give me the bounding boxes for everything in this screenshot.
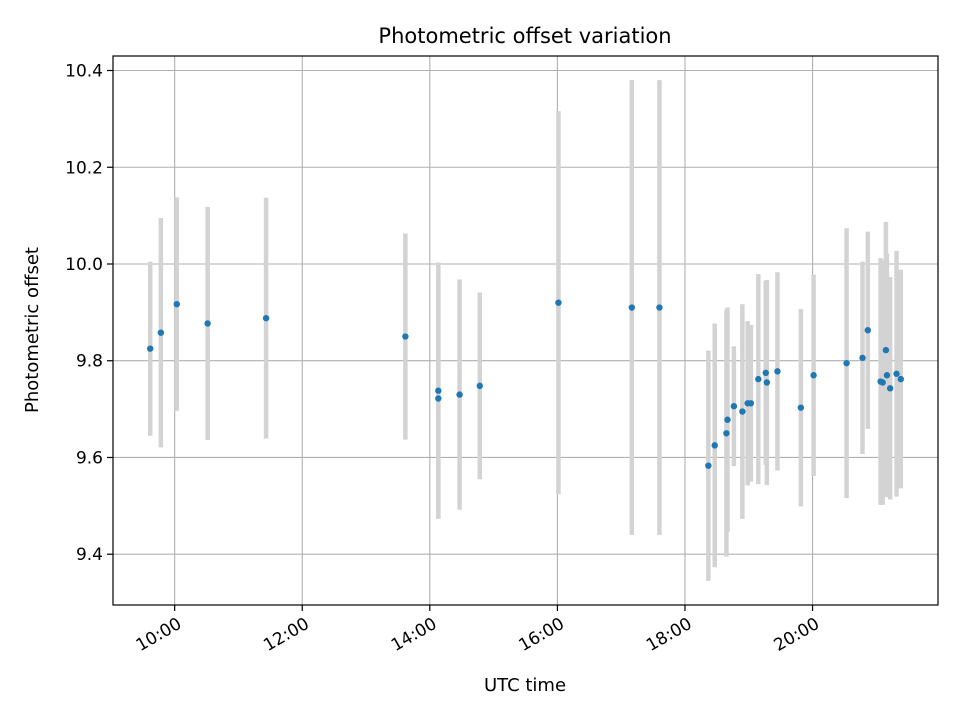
data-point <box>435 387 442 394</box>
x-axis-label: UTC time <box>484 675 566 696</box>
data-point <box>262 314 270 322</box>
data-point <box>456 391 463 398</box>
data-point <box>859 354 866 362</box>
y-tick-label: 10.4 <box>65 62 103 82</box>
data-point <box>739 408 746 415</box>
data-point <box>628 304 636 311</box>
data-point <box>897 375 904 383</box>
data-point <box>893 370 900 377</box>
data-point <box>864 327 872 334</box>
data-point <box>747 400 755 407</box>
y-tick-label: 9.8 <box>76 352 103 372</box>
data-points <box>147 299 904 469</box>
data-point <box>157 329 165 336</box>
data-point <box>705 462 712 469</box>
data-point <box>435 395 442 402</box>
data-point <box>402 333 409 340</box>
data-point <box>476 382 483 390</box>
data-point <box>797 404 805 411</box>
data-point <box>762 369 769 377</box>
data-point <box>883 372 891 379</box>
data-point <box>204 320 211 327</box>
y-axis-label: Photometric offset <box>22 247 43 413</box>
data-point <box>555 299 562 306</box>
data-point <box>810 372 817 379</box>
data-point <box>723 430 730 437</box>
y-tick-label: 9.4 <box>76 545 103 565</box>
y-axis-ticks: 9.4 9.6 9.8 10.0 10.2 10.4 <box>65 62 113 565</box>
y-tick-label: 10.2 <box>65 158 103 178</box>
data-point <box>656 304 663 311</box>
data-point <box>882 346 890 354</box>
y-tick-label: 10.0 <box>65 255 103 275</box>
data-point <box>879 379 886 386</box>
plot-frame <box>112 55 939 606</box>
data-point <box>886 385 894 392</box>
data-point <box>724 416 731 423</box>
grid-lines <box>113 56 938 605</box>
data-point <box>173 300 180 308</box>
chart-title: Photometric offset variation <box>378 24 671 48</box>
data-point <box>774 368 781 375</box>
data-point <box>730 402 738 410</box>
data-point <box>147 345 154 352</box>
data-point <box>843 359 850 367</box>
data-point <box>711 442 718 449</box>
y-tick-label: 9.6 <box>76 448 103 468</box>
data-point <box>755 375 762 383</box>
data-point <box>763 379 771 386</box>
